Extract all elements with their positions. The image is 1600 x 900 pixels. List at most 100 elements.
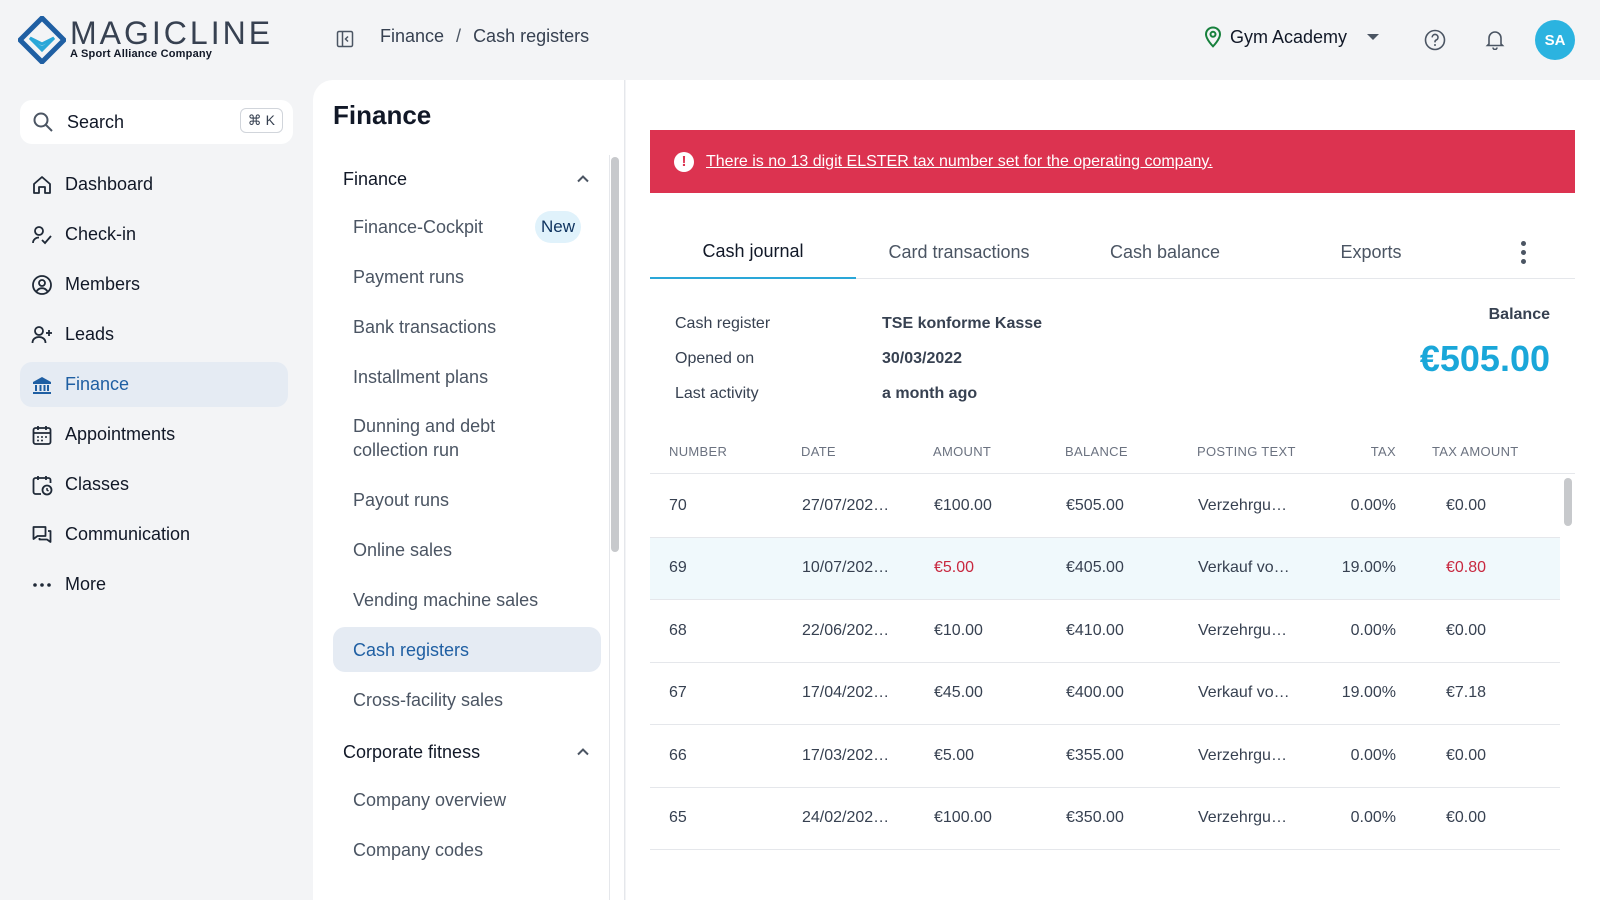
cell-balance: €505.00 — [1066, 496, 1124, 514]
tab-cash-journal[interactable]: Cash journal — [650, 225, 856, 279]
subnav-item-installment-plans[interactable]: Installment plans — [333, 354, 601, 399]
search-shortcut: ⌘ K — [239, 108, 283, 133]
subnav-item-cash-registers[interactable]: Cash registers — [333, 627, 601, 672]
chevron-up-icon — [577, 175, 589, 183]
alert-link[interactable]: There is no 13 digit ELSTER tax number s… — [706, 152, 1213, 170]
more-options-icon[interactable] — [1511, 239, 1535, 265]
check-in-icon — [32, 225, 52, 244]
table-row[interactable]: 68 22/06/202… €10.00 €410.00 Verzehrgu… … — [650, 600, 1560, 663]
facility-name: Gym Academy — [1230, 26, 1348, 47]
facility-selector[interactable]: Gym Academy — [1204, 26, 1380, 48]
table-scrollbar[interactable] — [1564, 475, 1572, 874]
nav-item-check-in[interactable]: Check-in — [20, 212, 288, 257]
nav-item-dashboard[interactable]: Dashboard — [20, 162, 288, 207]
column-header[interactable]: BALANCE — [1065, 444, 1128, 459]
avatar[interactable]: SA — [1535, 20, 1575, 60]
column-header[interactable]: AMOUNT — [933, 444, 992, 459]
column-header[interactable]: TAX — [1370, 444, 1396, 459]
sidebar-toggle-icon[interactable] — [336, 30, 354, 48]
subnav-item-vending-machine-sales[interactable]: Vending machine sales — [333, 577, 601, 622]
subnav-scroll-track — [609, 155, 610, 900]
help-icon[interactable] — [1424, 29, 1446, 51]
table-row[interactable]: 70 27/07/202… €100.00 €505.00 Verzehrgu…… — [650, 475, 1560, 538]
subnav-label: Company overview — [353, 789, 507, 810]
nav-item-more[interactable]: More — [20, 562, 288, 607]
cell-tax: 0.00% — [1350, 621, 1396, 639]
subnav-item-bank-transactions[interactable]: Bank transactions — [333, 304, 601, 349]
subnav-label: Online sales — [353, 539, 453, 560]
subnav-title: Finance — [333, 100, 432, 130]
location-pin-icon — [1204, 26, 1222, 48]
bell-icon[interactable] — [1484, 28, 1506, 50]
subnav-label: Vending machine sales — [353, 589, 539, 610]
info-label: Cash register — [675, 315, 771, 332]
info-label: Last activity — [675, 385, 759, 402]
column-header[interactable]: NUMBER — [669, 444, 728, 459]
nav-item-leads[interactable]: Leads — [20, 312, 288, 357]
search-button[interactable]: Search ⌘ K — [20, 100, 293, 144]
tab-exports[interactable]: Exports — [1340, 241, 1402, 262]
cell-number: 66 — [669, 746, 687, 764]
nav-item-finance[interactable]: Finance — [20, 362, 288, 407]
nav-label: Members — [65, 274, 141, 294]
subnav-label: Finance-Cockpit — [353, 216, 484, 237]
tax-number-alert[interactable]: ! There is no 13 digit ELSTER tax number… — [650, 130, 1575, 193]
cell-tax: 0.00% — [1350, 496, 1396, 514]
tab-card-transactions[interactable]: Card transactions — [888, 241, 1030, 262]
cell-amount: €10.00 — [934, 621, 983, 639]
nav-label: Communication — [65, 524, 191, 544]
subnav-item-payout-runs[interactable]: Payout runs — [333, 477, 601, 522]
subnav-label: Payout runs — [353, 489, 450, 510]
cell-tax-amount: €0.00 — [1446, 746, 1487, 764]
register-info: Cash register TSE konforme Kasse Opened … — [675, 306, 1042, 411]
column-header[interactable]: POSTING TEXT — [1197, 444, 1296, 459]
nav-item-communication[interactable]: Communication — [20, 512, 288, 557]
finance-subnav: Finance Finance Finance-Cockpit New Paym… — [313, 80, 625, 900]
cell-balance: €410.00 — [1066, 621, 1124, 639]
column-header[interactable]: DATE — [801, 444, 836, 459]
subnav-item-finance-cockpit[interactable]: Finance-Cockpit New — [333, 204, 601, 249]
group-finance-toggle[interactable]: Finance — [333, 154, 601, 204]
subnav-label: Installment plans — [353, 366, 489, 387]
cell-tax: 0.00% — [1350, 746, 1396, 764]
nav-item-members[interactable]: Members — [20, 262, 288, 307]
logo[interactable]: MAGICLINE A Sport Alliance Company — [18, 16, 273, 64]
table-row[interactable]: 66 17/03/202… €5.00 €355.00 Verzehrgu… 0… — [650, 725, 1560, 788]
register-tabs: Cash journal Card transactions Cash bala… — [650, 225, 1575, 279]
table-row[interactable]: 69 10/07/202… €5.00 €405.00 Verkauf vo… … — [650, 537, 1560, 600]
subnav-label: Payment runs — [353, 266, 465, 287]
nav-label: More — [65, 574, 107, 594]
breadcrumb-finance[interactable]: Finance — [380, 26, 445, 46]
nav-item-appointments[interactable]: Appointments — [20, 412, 288, 457]
subnav-item-cross-facility-sales[interactable]: Cross-facility sales — [333, 677, 601, 722]
journal-table-body: 70 27/07/202… €100.00 €505.00 Verzehrgu…… — [650, 475, 1560, 874]
breadcrumb-cash-registers: Cash registers — [473, 26, 590, 46]
cell-amount: €100.00 — [934, 809, 992, 827]
subnav-item-dunning[interactable]: Dunning and debt collection run — [333, 404, 601, 472]
chevron-up-icon — [577, 748, 589, 756]
column-header[interactable]: TAX AMOUNT — [1432, 444, 1519, 459]
subnav-label: Dunning and debt collection run — [353, 416, 496, 460]
cell-amount: €100.00 — [934, 496, 992, 514]
subnav-scrollbar[interactable] — [611, 157, 619, 552]
cell-amount: €5.00 — [934, 559, 975, 577]
nav-item-classes[interactable]: Classes — [20, 462, 288, 507]
subnav-item-online-sales[interactable]: Online sales — [333, 527, 601, 572]
main-content — [626, 80, 1600, 900]
tab-cash-balance[interactable]: Cash balance — [1109, 241, 1221, 262]
table-row[interactable]: 65 24/02/202… €100.00 €350.00 Verzehrgu…… — [650, 788, 1560, 850]
group-corporate-fitness-toggle[interactable]: Corporate fitness — [333, 727, 601, 777]
main-nav: Dashboard Check-in Members Leads Finance… — [20, 162, 288, 612]
table-row[interactable]: 67 17/04/202… €45.00 €400.00 Verkauf vo…… — [650, 663, 1560, 725]
cell-balance: €400.00 — [1066, 684, 1124, 702]
subnav-item-company-codes[interactable]: Company codes — [333, 827, 601, 872]
cell-date: 22/06/202… — [802, 621, 890, 639]
calendar-clock-icon — [32, 475, 53, 495]
new-badge: New — [534, 210, 581, 243]
subnav-label: Company codes — [353, 839, 484, 860]
opened-on-value: 30/03/2022 — [882, 350, 963, 367]
subnav-item-company-overview[interactable]: Company overview — [333, 777, 601, 822]
cell-balance: €405.00 — [1066, 559, 1124, 577]
subnav-item-payment-runs[interactable]: Payment runs — [333, 254, 601, 299]
cell-tax-amount: €0.00 — [1446, 621, 1487, 639]
